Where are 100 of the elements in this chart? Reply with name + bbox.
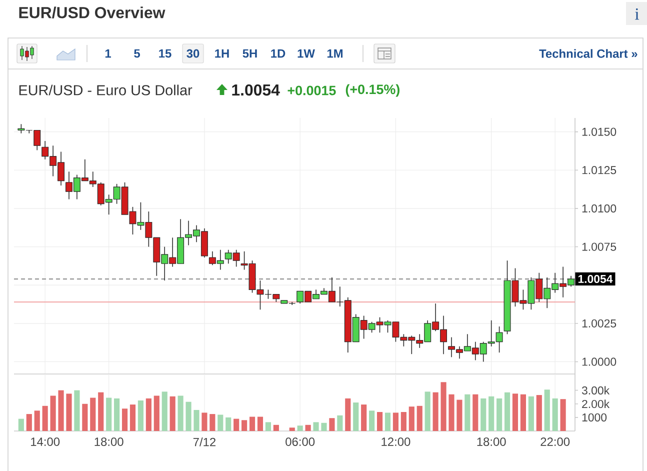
y-tick-label: 1.0000 xyxy=(582,358,616,366)
bar xyxy=(432,392,438,431)
bar xyxy=(416,406,422,431)
bar xyxy=(265,422,271,431)
bar xyxy=(58,390,64,431)
bar xyxy=(154,396,160,431)
x-tick-label: 22:00 xyxy=(540,438,570,446)
y-tick-label: 1.0075 xyxy=(582,242,616,251)
y-tick-label: 1.0125 xyxy=(582,166,616,174)
bar xyxy=(178,396,184,431)
bar xyxy=(321,422,327,431)
bar xyxy=(257,416,264,431)
x-tick-label: 18:00 xyxy=(477,438,506,446)
text: 1M xyxy=(327,49,343,58)
bar xyxy=(26,414,32,431)
x-tick-label: 18:00 xyxy=(94,438,124,446)
bar xyxy=(42,406,48,431)
bar xyxy=(82,404,88,431)
chart-subtitle: EUR/USD - Euro US Dollar xyxy=(19,84,192,96)
bar xyxy=(194,410,200,431)
bar xyxy=(472,394,478,431)
bar xyxy=(130,404,136,431)
bar xyxy=(289,428,295,431)
bar xyxy=(234,418,240,431)
text: 30 xyxy=(186,49,200,58)
bar xyxy=(146,398,152,431)
text: 1D xyxy=(271,49,286,58)
bar xyxy=(249,416,256,431)
bar xyxy=(464,394,470,431)
bar xyxy=(98,392,104,431)
bar xyxy=(122,408,128,431)
bar xyxy=(384,412,391,431)
bar xyxy=(536,395,542,431)
bar xyxy=(305,424,311,431)
bar xyxy=(528,396,534,431)
y-tick-label: 1000 xyxy=(582,413,607,422)
text: 5 xyxy=(134,49,140,58)
y-tick-label: 1.0150 xyxy=(582,128,616,136)
text: i xyxy=(635,8,640,20)
bar xyxy=(353,402,359,431)
bar xyxy=(552,398,558,431)
bar xyxy=(520,394,526,431)
text: 1W xyxy=(298,49,315,58)
bar xyxy=(488,396,494,431)
bar xyxy=(408,406,414,431)
bar xyxy=(218,414,224,431)
y-tick-label: 1.0025 xyxy=(582,319,616,328)
text: 1 xyxy=(105,49,111,58)
chart-title: EUR/USD Overview xyxy=(19,6,166,18)
x-tick-label: 12:00 xyxy=(382,438,410,446)
bar xyxy=(202,412,208,431)
bar xyxy=(480,398,486,431)
bar xyxy=(448,394,454,431)
bar xyxy=(361,404,367,431)
bar xyxy=(114,398,120,431)
bar xyxy=(392,412,398,431)
bar xyxy=(18,418,24,431)
bar xyxy=(242,420,248,431)
text: (+0.15%) xyxy=(346,84,400,97)
bar xyxy=(106,398,112,431)
x-tick-label: 06:00 xyxy=(286,438,315,446)
ref-line-label: 1.0054 xyxy=(578,274,613,284)
bar xyxy=(544,390,550,431)
bar xyxy=(376,412,383,431)
bar xyxy=(50,396,56,431)
bar xyxy=(226,417,232,431)
bar xyxy=(504,392,510,431)
bar xyxy=(90,398,96,431)
bar xyxy=(74,390,80,431)
text: 5H xyxy=(242,49,257,58)
bar xyxy=(337,415,343,431)
text: Technical Chart » xyxy=(539,49,638,58)
text: +0.0015 xyxy=(288,86,336,96)
bar xyxy=(329,418,335,431)
bar xyxy=(273,424,279,431)
y-tick-label: 2.00k xyxy=(582,400,610,408)
x-tick-label: 14:00 xyxy=(31,438,60,446)
bar xyxy=(34,410,40,431)
bar xyxy=(369,410,375,431)
bar xyxy=(186,402,192,431)
bar xyxy=(400,412,406,431)
bar xyxy=(496,398,502,431)
bar xyxy=(440,382,446,431)
y-tick-label: 3.00k xyxy=(582,386,610,394)
bar xyxy=(138,400,144,431)
bar xyxy=(170,396,176,431)
bar xyxy=(345,398,351,431)
bar xyxy=(512,394,518,431)
text: 15 xyxy=(159,49,172,58)
bar xyxy=(456,400,462,431)
text: 1H xyxy=(215,49,229,58)
y-tick-label: 1.0100 xyxy=(582,204,616,212)
bar xyxy=(162,392,168,431)
bar xyxy=(210,414,216,431)
bar xyxy=(66,394,72,431)
text: 1.0054 xyxy=(232,84,280,96)
bar xyxy=(297,426,303,431)
bar xyxy=(560,399,566,431)
x-tick-label: 7/12 xyxy=(193,438,216,446)
bar xyxy=(424,392,430,431)
